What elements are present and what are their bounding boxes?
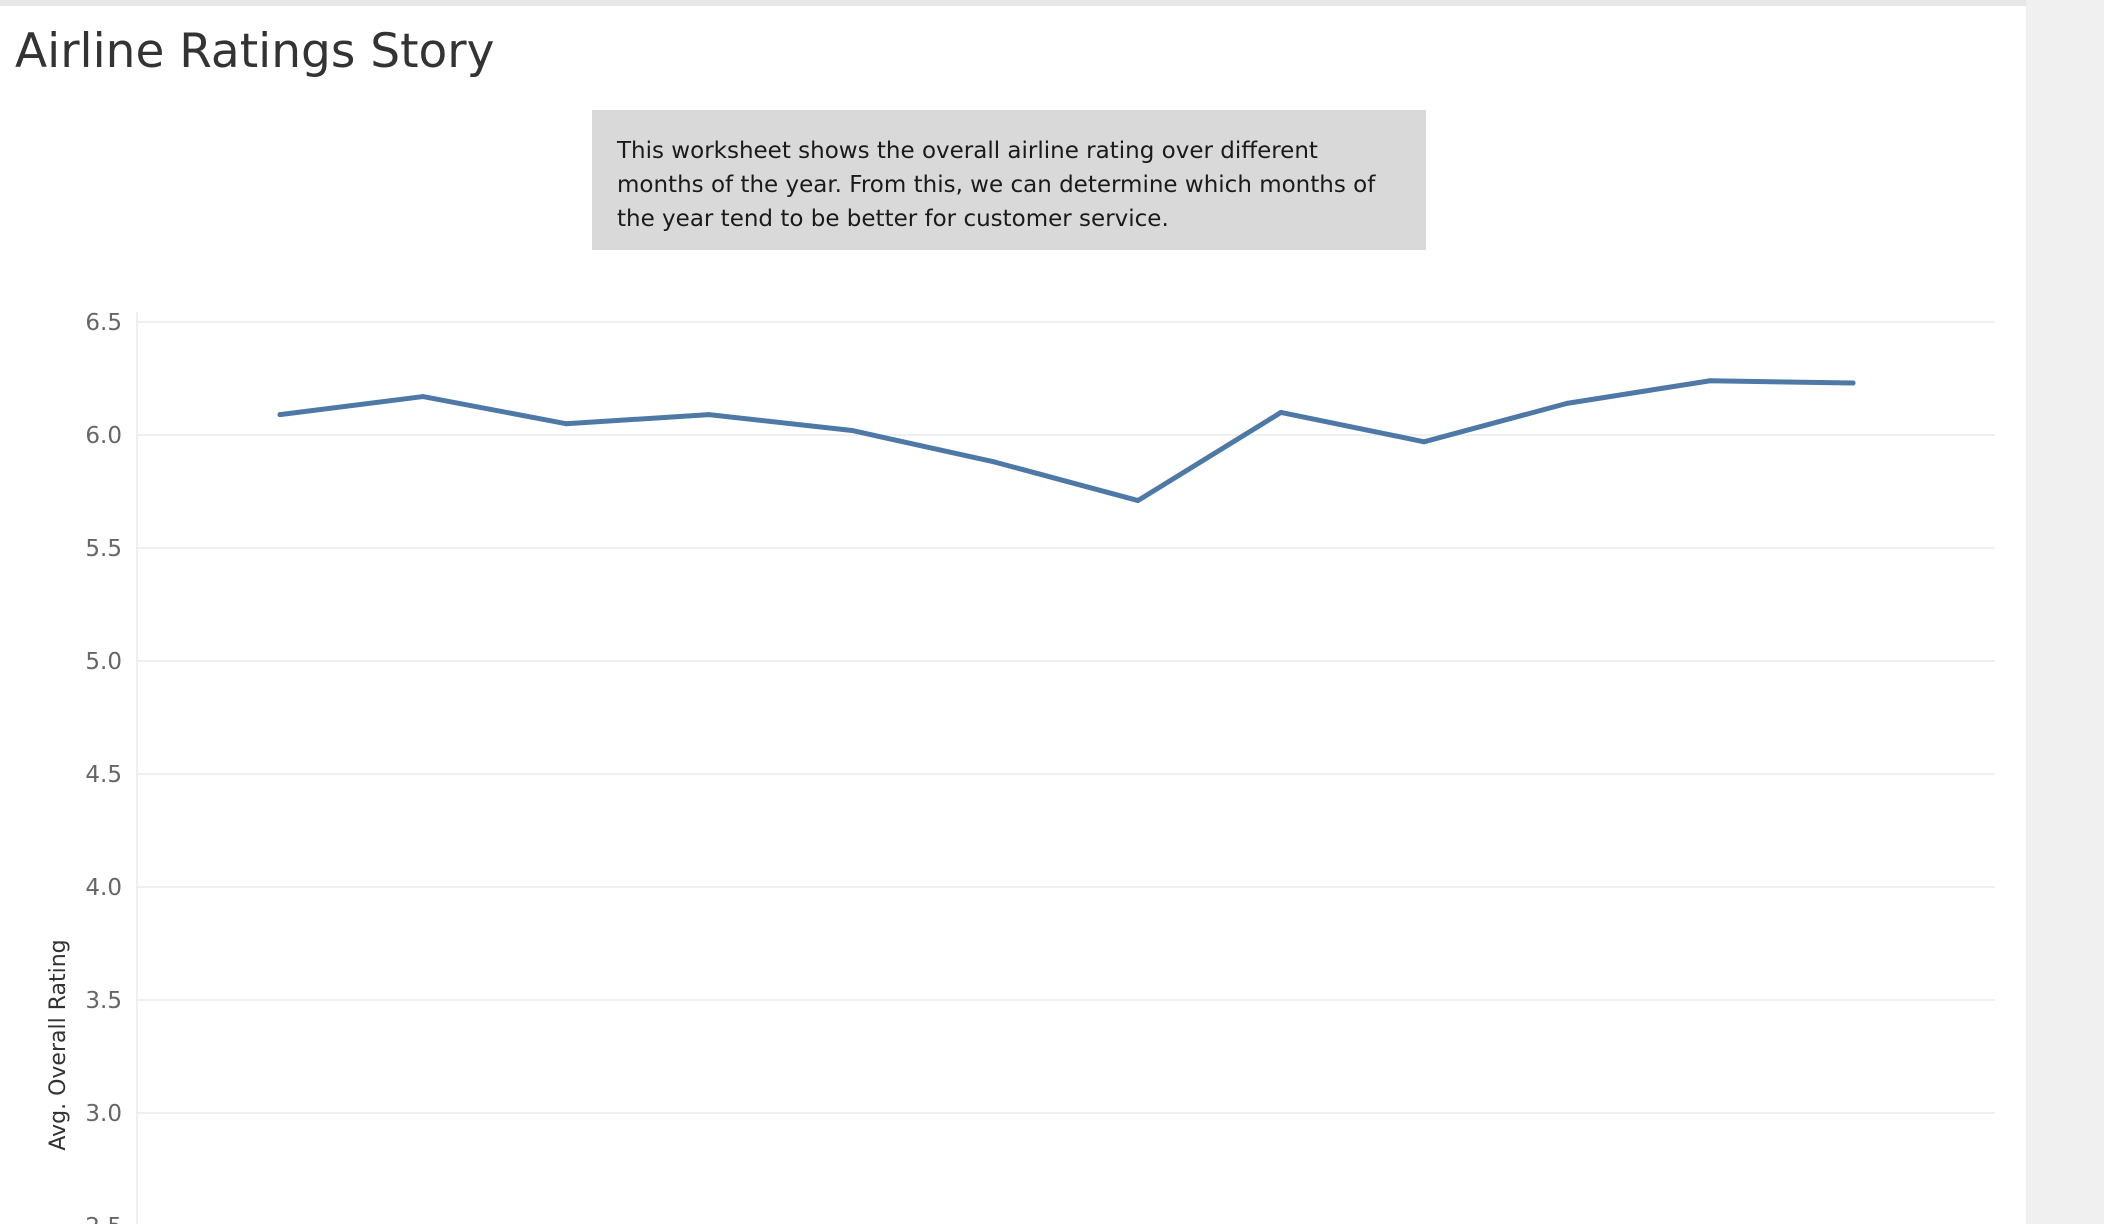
line-chart: 6.5 6.0 5.5 5.0 4.5 4.0 3.5 3.0 2.5 Avg. Overall … xyxy=(46,310,1995,1224)
y-tick-label: 5.0 xyxy=(85,649,122,675)
data-point xyxy=(1564,400,1570,406)
y-tick-label: 6.0 xyxy=(85,423,122,449)
data-point xyxy=(992,459,998,465)
data-point xyxy=(277,412,283,418)
y-tick-label: 4.0 xyxy=(85,875,122,901)
data-point xyxy=(1278,409,1284,415)
data-point xyxy=(1850,380,1856,386)
right-gutter xyxy=(2026,0,2104,1224)
y-tick-label: 2.5 xyxy=(85,1214,122,1224)
data-point xyxy=(1707,378,1713,384)
y-tick-label: 6.5 xyxy=(85,310,122,336)
caption-text: This worksheet shows the overall airline… xyxy=(617,138,1376,232)
data-point xyxy=(563,421,569,427)
top-strip xyxy=(0,0,2026,6)
y-axis-title: Avg. Overall Rating xyxy=(46,939,71,1150)
y-tick-label: 4.5 xyxy=(85,762,122,788)
story-title: Airline Ratings Story xyxy=(15,24,495,79)
data-point xyxy=(849,427,855,433)
data-point xyxy=(706,412,712,418)
series-line xyxy=(277,378,1856,504)
y-tick-label: 3.0 xyxy=(85,1101,122,1127)
y-tick-label: 5.5 xyxy=(85,536,122,562)
data-point xyxy=(1135,498,1141,504)
data-point xyxy=(420,394,426,400)
y-tick-label: 3.5 xyxy=(85,988,122,1014)
data-point xyxy=(1421,439,1427,445)
caption-box[interactable]: This worksheet shows the overall airline… xyxy=(592,110,1426,250)
